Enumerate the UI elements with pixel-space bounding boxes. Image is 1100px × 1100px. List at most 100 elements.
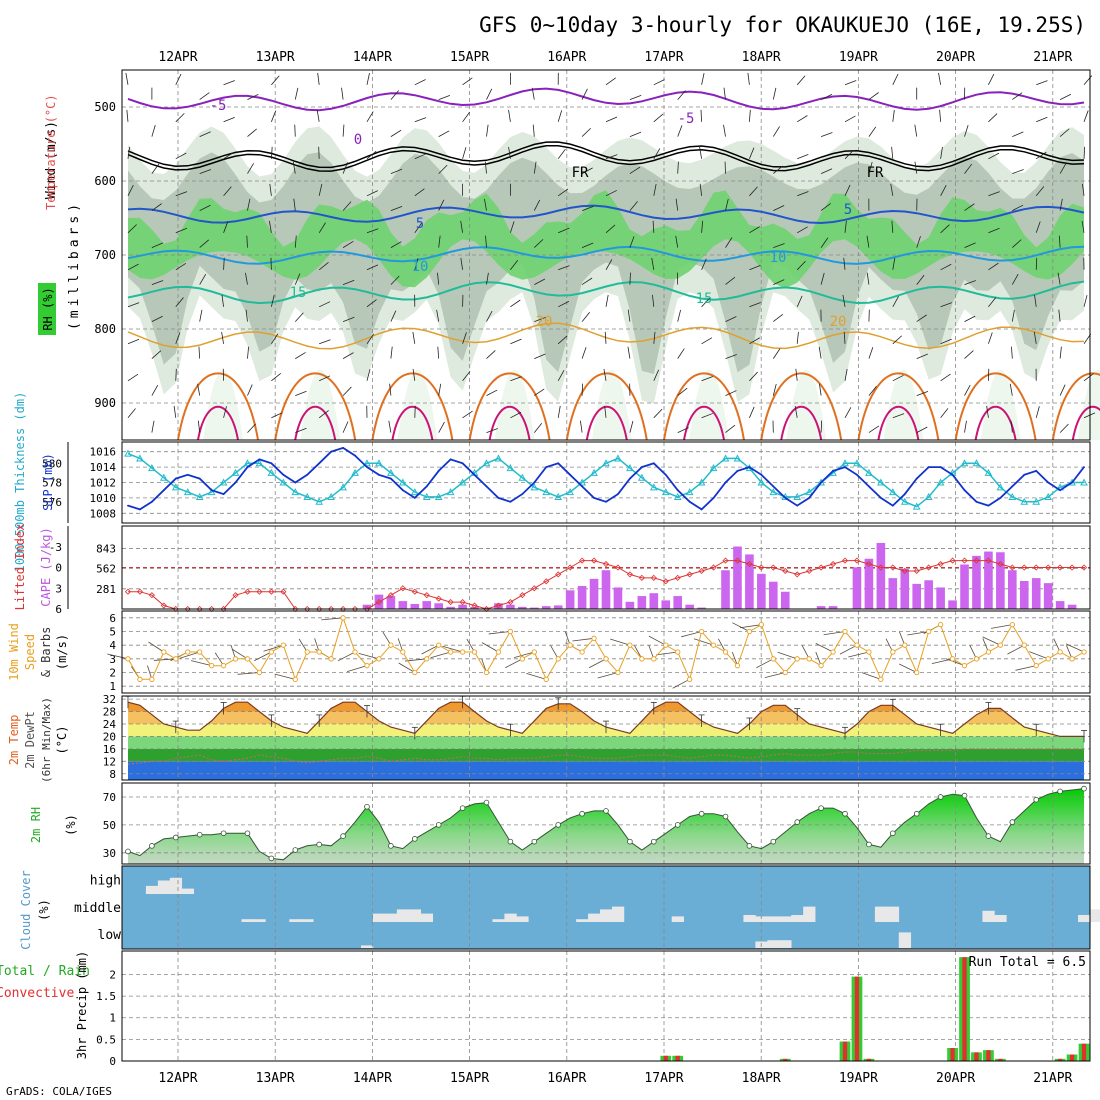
- li-point: [256, 588, 263, 595]
- wind-barb: [1081, 183, 1085, 196]
- wind10m-barb: [572, 637, 595, 642]
- wind-barb: [796, 260, 806, 271]
- rh2m-point: [555, 822, 561, 828]
- cross-section-panel: 500 600 700 800 900 -5 -5 0 5 5 10 10 15 15 20 20 FR FR: [94, 69, 1100, 441]
- wind-barb: [1035, 186, 1045, 197]
- wind-barb: [605, 116, 618, 123]
- wind10m-point: [316, 649, 322, 655]
- isotherm-25-lobe: [468, 372, 551, 441]
- wind-barb: [366, 333, 375, 345]
- li-point: [459, 599, 466, 606]
- precip-conv-bar: [866, 1058, 872, 1061]
- wind-barb: [223, 406, 227, 418]
- cape-bar: [852, 567, 862, 609]
- wind10m-point: [663, 642, 669, 648]
- wind-barb: [1059, 162, 1067, 174]
- wind-barb: [868, 126, 877, 137]
- wind10m-point: [137, 676, 143, 682]
- rh2m-point: [1033, 796, 1040, 803]
- li-point: [435, 595, 442, 602]
- wind-barb: [964, 315, 976, 322]
- wind10m-point: [830, 649, 836, 655]
- wind-barb: [460, 257, 463, 270]
- wind-barb: [629, 236, 635, 248]
- slp-point: [509, 500, 512, 503]
- wind-barb: [175, 73, 182, 85]
- wind-barb: [629, 201, 638, 211]
- li-point: [853, 557, 861, 564]
- wind-barb: [151, 315, 163, 322]
- wind-barb: [701, 376, 713, 382]
- slp-point: [844, 466, 846, 468]
- wind-barb: [629, 166, 641, 174]
- cloud-bar: [516, 916, 529, 922]
- li-point: [877, 564, 884, 571]
- li-point: [770, 564, 777, 571]
- wind10m-barb: [346, 665, 368, 672]
- cloud-bar: [611, 906, 625, 922]
- precip-conv-bar: [1069, 1054, 1075, 1061]
- li-point: [1009, 564, 1016, 571]
- slp-point: [437, 470, 440, 472]
- cloud-bar: [408, 909, 422, 922]
- wind-barb: [318, 146, 320, 159]
- wind10m-point: [1009, 622, 1015, 628]
- precip-conv-bar: [663, 1055, 668, 1061]
- wind-barb: [1059, 198, 1063, 211]
- wind-barb: [508, 109, 511, 122]
- wind10m-barb: [179, 651, 200, 659]
- wind-barb: [772, 87, 777, 100]
- wind10m-barb: [107, 653, 129, 660]
- thickness-point: [446, 488, 455, 496]
- slp-point: [975, 500, 978, 503]
- wind10m-point: [722, 649, 729, 655]
- wind10m-barb: [848, 651, 870, 658]
- wind-barb: [247, 384, 253, 396]
- wind10m-point: [627, 642, 633, 648]
- panel-frame: [121, 865, 1091, 950]
- cape-bar: [697, 607, 706, 609]
- wind-barb: [749, 371, 758, 382]
- wind10m-barb: [681, 631, 702, 638]
- wind-barb: [842, 294, 846, 307]
- precip-tick: 0: [109, 1055, 116, 1068]
- wind-barb: [271, 75, 280, 86]
- isotherm-label: -5: [210, 98, 227, 114]
- wind10m-barb: [190, 660, 212, 667]
- thickness-point: [279, 478, 288, 486]
- isotherm-label: 20: [830, 314, 847, 330]
- rh2m-point: [985, 833, 992, 839]
- thickness-point: [877, 478, 885, 486]
- cape-bar: [1055, 601, 1065, 609]
- li-point: [913, 567, 920, 575]
- cape-bar: [565, 590, 575, 609]
- thickness-point: [1032, 497, 1041, 505]
- wind-barb: [390, 129, 402, 137]
- wind10m-barb: [610, 638, 631, 646]
- wind-barb: [318, 222, 326, 234]
- wind-barb: [486, 88, 493, 100]
- wind-barb: [534, 239, 544, 248]
- rh2m-point: [913, 810, 920, 817]
- wind10m-barb: [430, 651, 451, 659]
- wind-barb: [677, 90, 686, 100]
- wind-barb: [271, 333, 279, 345]
- isotherm-label: FR: [867, 165, 884, 181]
- li-point: [411, 588, 418, 595]
- li-point: [626, 571, 633, 578]
- wind-barb: [605, 224, 616, 234]
- wind10m-point: [961, 663, 968, 669]
- wind10m-point: [698, 628, 705, 635]
- wind10m-barb: [254, 651, 272, 662]
- isotherm-label: 0: [354, 132, 362, 148]
- wind-barb: [677, 427, 689, 433]
- bottom-date-label: 19APR: [839, 1071, 878, 1086]
- wind-barb: [437, 346, 440, 359]
- cloud-bar: [767, 916, 780, 922]
- wind10m-point: [208, 663, 215, 669]
- wind-barb: [868, 386, 877, 396]
- wind-barb: [916, 236, 921, 248]
- wind-barb: [749, 406, 755, 418]
- slp-point: [497, 497, 500, 499]
- slp-tick: 1016: [90, 446, 117, 459]
